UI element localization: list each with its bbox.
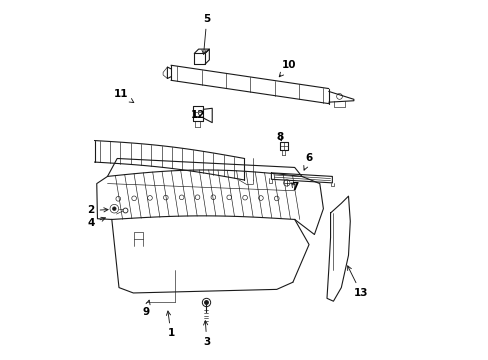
Text: 9: 9 bbox=[142, 300, 150, 317]
Text: 3: 3 bbox=[203, 321, 210, 347]
Circle shape bbox=[112, 207, 116, 211]
Text: 12: 12 bbox=[190, 111, 204, 121]
Text: 7: 7 bbox=[290, 182, 298, 192]
Text: 11: 11 bbox=[113, 89, 134, 103]
Text: 4: 4 bbox=[87, 217, 105, 228]
Text: 5: 5 bbox=[202, 14, 210, 54]
Text: 13: 13 bbox=[347, 266, 367, 298]
Text: 2: 2 bbox=[87, 206, 108, 216]
Text: 6: 6 bbox=[303, 153, 312, 170]
Text: 1: 1 bbox=[166, 311, 174, 338]
Text: 8: 8 bbox=[275, 132, 283, 142]
Text: 10: 10 bbox=[279, 60, 296, 77]
